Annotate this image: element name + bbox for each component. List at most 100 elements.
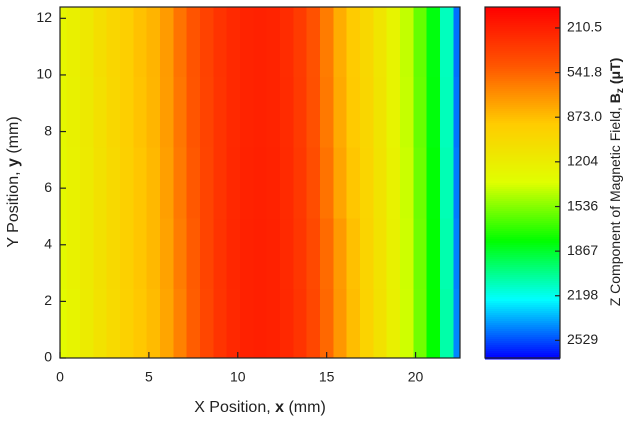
heat-cell	[386, 288, 401, 359]
colorbar-band	[485, 333, 560, 336]
heat-cell	[66, 217, 81, 290]
colorbar-band	[485, 347, 560, 350]
colorbar-tick-label: 1204	[567, 153, 598, 169]
colorbar-band	[485, 349, 560, 352]
colorbar-band	[485, 271, 560, 274]
colorbar-band	[485, 219, 560, 222]
colorbar-band	[485, 299, 560, 302]
colorbar-band	[485, 55, 560, 58]
colorbar-band	[485, 225, 560, 228]
colorbar-band	[485, 289, 560, 292]
colorbar-band	[485, 65, 560, 68]
colorbar-band	[485, 189, 560, 192]
colorbar-band	[485, 257, 560, 260]
colorbar-band	[485, 53, 560, 56]
heat-cell	[66, 147, 81, 219]
colorbar-band	[485, 293, 560, 296]
colorbar-band	[485, 159, 560, 162]
heat-cell	[320, 217, 334, 290]
heat-cell	[133, 288, 148, 359]
colorbar-band	[485, 99, 560, 102]
heat-cell	[80, 217, 94, 290]
colorbar-band	[485, 31, 560, 34]
heat-cell	[200, 288, 214, 359]
colorbar-band	[485, 51, 560, 54]
colorbar-band	[485, 9, 560, 12]
colorbar-band	[485, 17, 560, 20]
heat-cell	[106, 76, 121, 148]
colorbar-band	[485, 47, 560, 50]
heat-cell	[453, 288, 461, 359]
y-tick-label: 12	[36, 9, 52, 25]
heat-cell	[200, 147, 214, 219]
colorbar-band	[485, 345, 560, 348]
colorbar-band	[485, 85, 560, 88]
heat-cell	[106, 288, 121, 359]
colorbar-band	[485, 125, 560, 128]
heat-cell	[200, 217, 214, 290]
heat-cell	[400, 288, 414, 359]
colorbar	[485, 7, 560, 360]
heat-cell	[413, 288, 428, 359]
heat-cell	[160, 76, 174, 148]
colorbar-band	[485, 119, 560, 122]
heat-cell	[253, 76, 268, 148]
heat-cell	[120, 288, 134, 359]
colorbar-band	[485, 33, 560, 36]
colorbar-band	[485, 215, 560, 218]
colorbar-band	[485, 197, 560, 200]
colorbar-band	[485, 273, 560, 276]
colorbar-band	[485, 79, 560, 82]
heat-cell	[146, 288, 161, 359]
colorbar-band	[485, 227, 560, 230]
colorbar-band	[485, 201, 560, 204]
heat-cell	[213, 7, 228, 77]
heat-cell	[120, 76, 134, 148]
colorbar-band	[485, 253, 560, 256]
heat-cell	[240, 76, 254, 148]
colorbar-band	[485, 275, 560, 278]
heat-cell	[333, 147, 348, 219]
colorbar-band	[485, 259, 560, 262]
colorbar-band	[485, 105, 560, 108]
heat-cell	[453, 7, 461, 77]
heat-cell	[160, 288, 174, 359]
heat-cell	[440, 288, 454, 359]
x-tick-label: 5	[145, 369, 153, 385]
colorbar-band	[485, 313, 560, 316]
colorbar-band	[485, 13, 560, 16]
colorbar-band	[485, 285, 560, 288]
heat-cell	[386, 7, 401, 77]
colorbar-band	[485, 91, 560, 94]
colorbar-band	[485, 297, 560, 300]
heat-cell	[106, 217, 121, 290]
heat-cell	[60, 7, 68, 77]
heat-cell	[306, 76, 321, 148]
colorbar-band	[485, 287, 560, 290]
heatmap	[60, 7, 461, 359]
x-tick-label: 10	[230, 369, 246, 385]
colorbar-band	[485, 63, 560, 66]
heat-cell	[146, 217, 161, 290]
heat-cell	[253, 7, 268, 77]
heat-cell	[160, 7, 174, 77]
heat-cell	[413, 147, 428, 219]
heat-cell	[93, 147, 108, 219]
heat-cell	[346, 147, 361, 219]
heat-cell	[453, 76, 461, 148]
colorbar-band	[485, 213, 560, 216]
colorbar-band	[485, 7, 560, 10]
heat-cell	[386, 76, 401, 148]
colorbar-band	[485, 41, 560, 44]
colorbar-band	[485, 181, 560, 184]
colorbar-band	[485, 77, 560, 80]
heat-cell	[186, 76, 201, 148]
heat-cell	[133, 217, 148, 290]
heat-cell	[120, 7, 134, 77]
heat-cell	[213, 147, 228, 219]
heat-cell	[440, 76, 454, 148]
colorbar-band	[485, 353, 560, 356]
colorbar-band	[485, 121, 560, 124]
colorbar-tick-label: 2529	[567, 331, 598, 347]
heat-cell	[306, 288, 321, 359]
